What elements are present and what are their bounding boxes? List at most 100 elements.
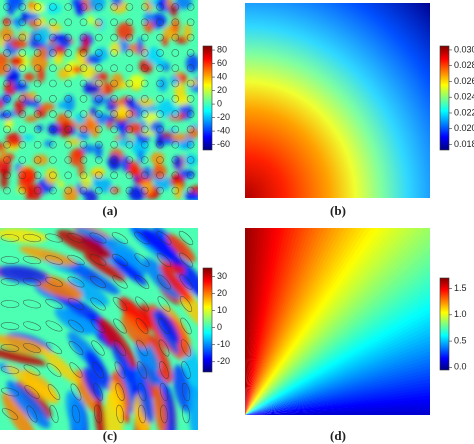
marker <box>49 49 57 57</box>
marker <box>182 404 190 424</box>
blob <box>166 233 196 263</box>
marker <box>71 404 81 424</box>
marker <box>186 33 195 42</box>
marker <box>45 277 63 287</box>
marker <box>134 231 150 245</box>
marker <box>49 405 59 423</box>
colorbar-tick-label: -20 <box>217 112 230 122</box>
blob <box>10 38 28 49</box>
marker <box>18 95 27 103</box>
marker <box>0 300 20 308</box>
colorbar-tick-label: 0.026 <box>454 76 474 86</box>
blob <box>10 55 24 67</box>
blob <box>0 37 6 49</box>
marker <box>3 140 11 149</box>
blob <box>87 15 94 25</box>
blob <box>12 82 28 92</box>
blob <box>154 176 172 191</box>
marker <box>3 110 11 118</box>
marker <box>125 95 134 103</box>
marker <box>140 33 149 42</box>
blob <box>138 376 154 424</box>
marker <box>156 79 164 88</box>
blob <box>0 228 47 243</box>
blob <box>187 126 198 139</box>
marker <box>112 253 128 267</box>
blob <box>39 102 56 112</box>
marker <box>171 33 180 42</box>
marker <box>95 3 103 11</box>
blob <box>90 120 100 139</box>
marker <box>135 318 149 334</box>
marker <box>110 64 118 72</box>
blob <box>131 139 149 156</box>
marker <box>110 49 118 57</box>
marker <box>156 49 164 57</box>
heatmap-c <box>0 228 198 430</box>
marker <box>49 95 57 103</box>
marker <box>158 339 170 357</box>
colorbar <box>202 45 213 151</box>
marker <box>3 171 11 180</box>
marker <box>159 382 169 402</box>
blob <box>53 53 64 66</box>
colorbar-tick-label: 0.5 <box>454 335 467 345</box>
marker <box>156 186 164 195</box>
blob <box>95 142 103 159</box>
blob <box>19 92 32 99</box>
wedge <box>245 228 386 415</box>
colorbar-tick-label: 80 <box>217 44 227 54</box>
blob <box>174 82 187 100</box>
blob <box>82 367 104 402</box>
blob <box>81 144 96 154</box>
heatmap-b <box>245 3 430 198</box>
marker <box>171 186 180 195</box>
marker <box>18 110 27 118</box>
marker <box>18 125 27 134</box>
marker <box>3 64 11 72</box>
marker <box>33 49 42 57</box>
blob <box>78 161 85 178</box>
marker <box>180 339 192 357</box>
marker <box>79 140 88 149</box>
blob <box>75 1 85 16</box>
marker <box>79 49 88 57</box>
blob <box>121 155 129 173</box>
colorbar-tick-label: -40 <box>217 125 230 135</box>
blob <box>63 94 75 113</box>
marker <box>79 18 88 27</box>
marker <box>113 318 127 334</box>
marker <box>3 156 11 164</box>
marker <box>45 298 63 310</box>
blob <box>142 257 182 299</box>
colorbar-tick-label: 0.028 <box>454 60 474 70</box>
wedge <box>245 228 289 415</box>
blob <box>23 72 35 82</box>
marker <box>3 125 11 134</box>
marker <box>110 125 118 134</box>
marker <box>3 95 11 103</box>
marker <box>125 18 134 27</box>
blob <box>73 113 87 125</box>
marker <box>95 33 103 42</box>
blob <box>181 342 198 401</box>
blob <box>141 166 153 180</box>
marker <box>115 383 125 401</box>
wedge <box>245 404 430 415</box>
caption: (b) <box>330 203 346 218</box>
marker <box>46 363 62 377</box>
marker <box>156 125 164 134</box>
marker <box>33 125 42 134</box>
blob <box>89 106 97 117</box>
wedge <box>245 228 381 415</box>
blob <box>37 46 48 60</box>
marker <box>181 361 191 379</box>
marker <box>67 298 85 310</box>
blob <box>57 180 64 188</box>
marker <box>156 110 164 118</box>
marker <box>70 383 82 401</box>
marker <box>125 33 134 42</box>
marker <box>140 95 149 103</box>
marker <box>114 361 126 379</box>
blob <box>94 397 107 430</box>
